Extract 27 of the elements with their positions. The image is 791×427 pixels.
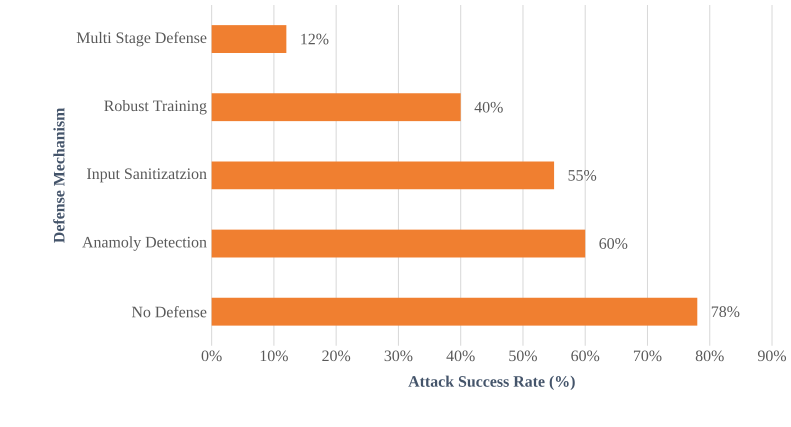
x-tick-label: 20% [322, 350, 350, 362]
data-label: 12% [301, 34, 328, 44]
x-tick-label: 10% [260, 350, 288, 362]
data-label: 60% [599, 238, 628, 249]
x-tick-label: 50% [509, 350, 537, 362]
y-tick-label: Robust Training [104, 100, 207, 114]
x-tick-label: 0% [202, 350, 222, 362]
y-tick-label: Input Sanitizatzion [87, 168, 207, 182]
x-tick-label: 90% [758, 350, 786, 362]
data-label: 40% [474, 102, 503, 112]
bar [212, 93, 461, 121]
x-tick-label: 70% [634, 350, 662, 362]
x-tick-label: 30% [384, 350, 412, 362]
y-tick-label: Anamoly Detection [82, 236, 207, 251]
y-tick-label: Multi Stage Defense [76, 32, 206, 46]
y-tick-label: No Defense [132, 306, 206, 318]
bar [212, 161, 554, 190]
x-axis-title: Attack Success Rate (%) [408, 376, 575, 390]
bar [212, 230, 586, 258]
bar [212, 298, 698, 326]
x-tick-label: 80% [696, 350, 724, 362]
x-tick-label: 60% [571, 350, 600, 362]
data-label: 55% [568, 170, 596, 181]
data-label: 78% [712, 306, 740, 317]
bar [212, 25, 286, 53]
y-axis-title: Defense Mechanism [53, 108, 65, 243]
x-tick-label: 40% [446, 350, 475, 362]
